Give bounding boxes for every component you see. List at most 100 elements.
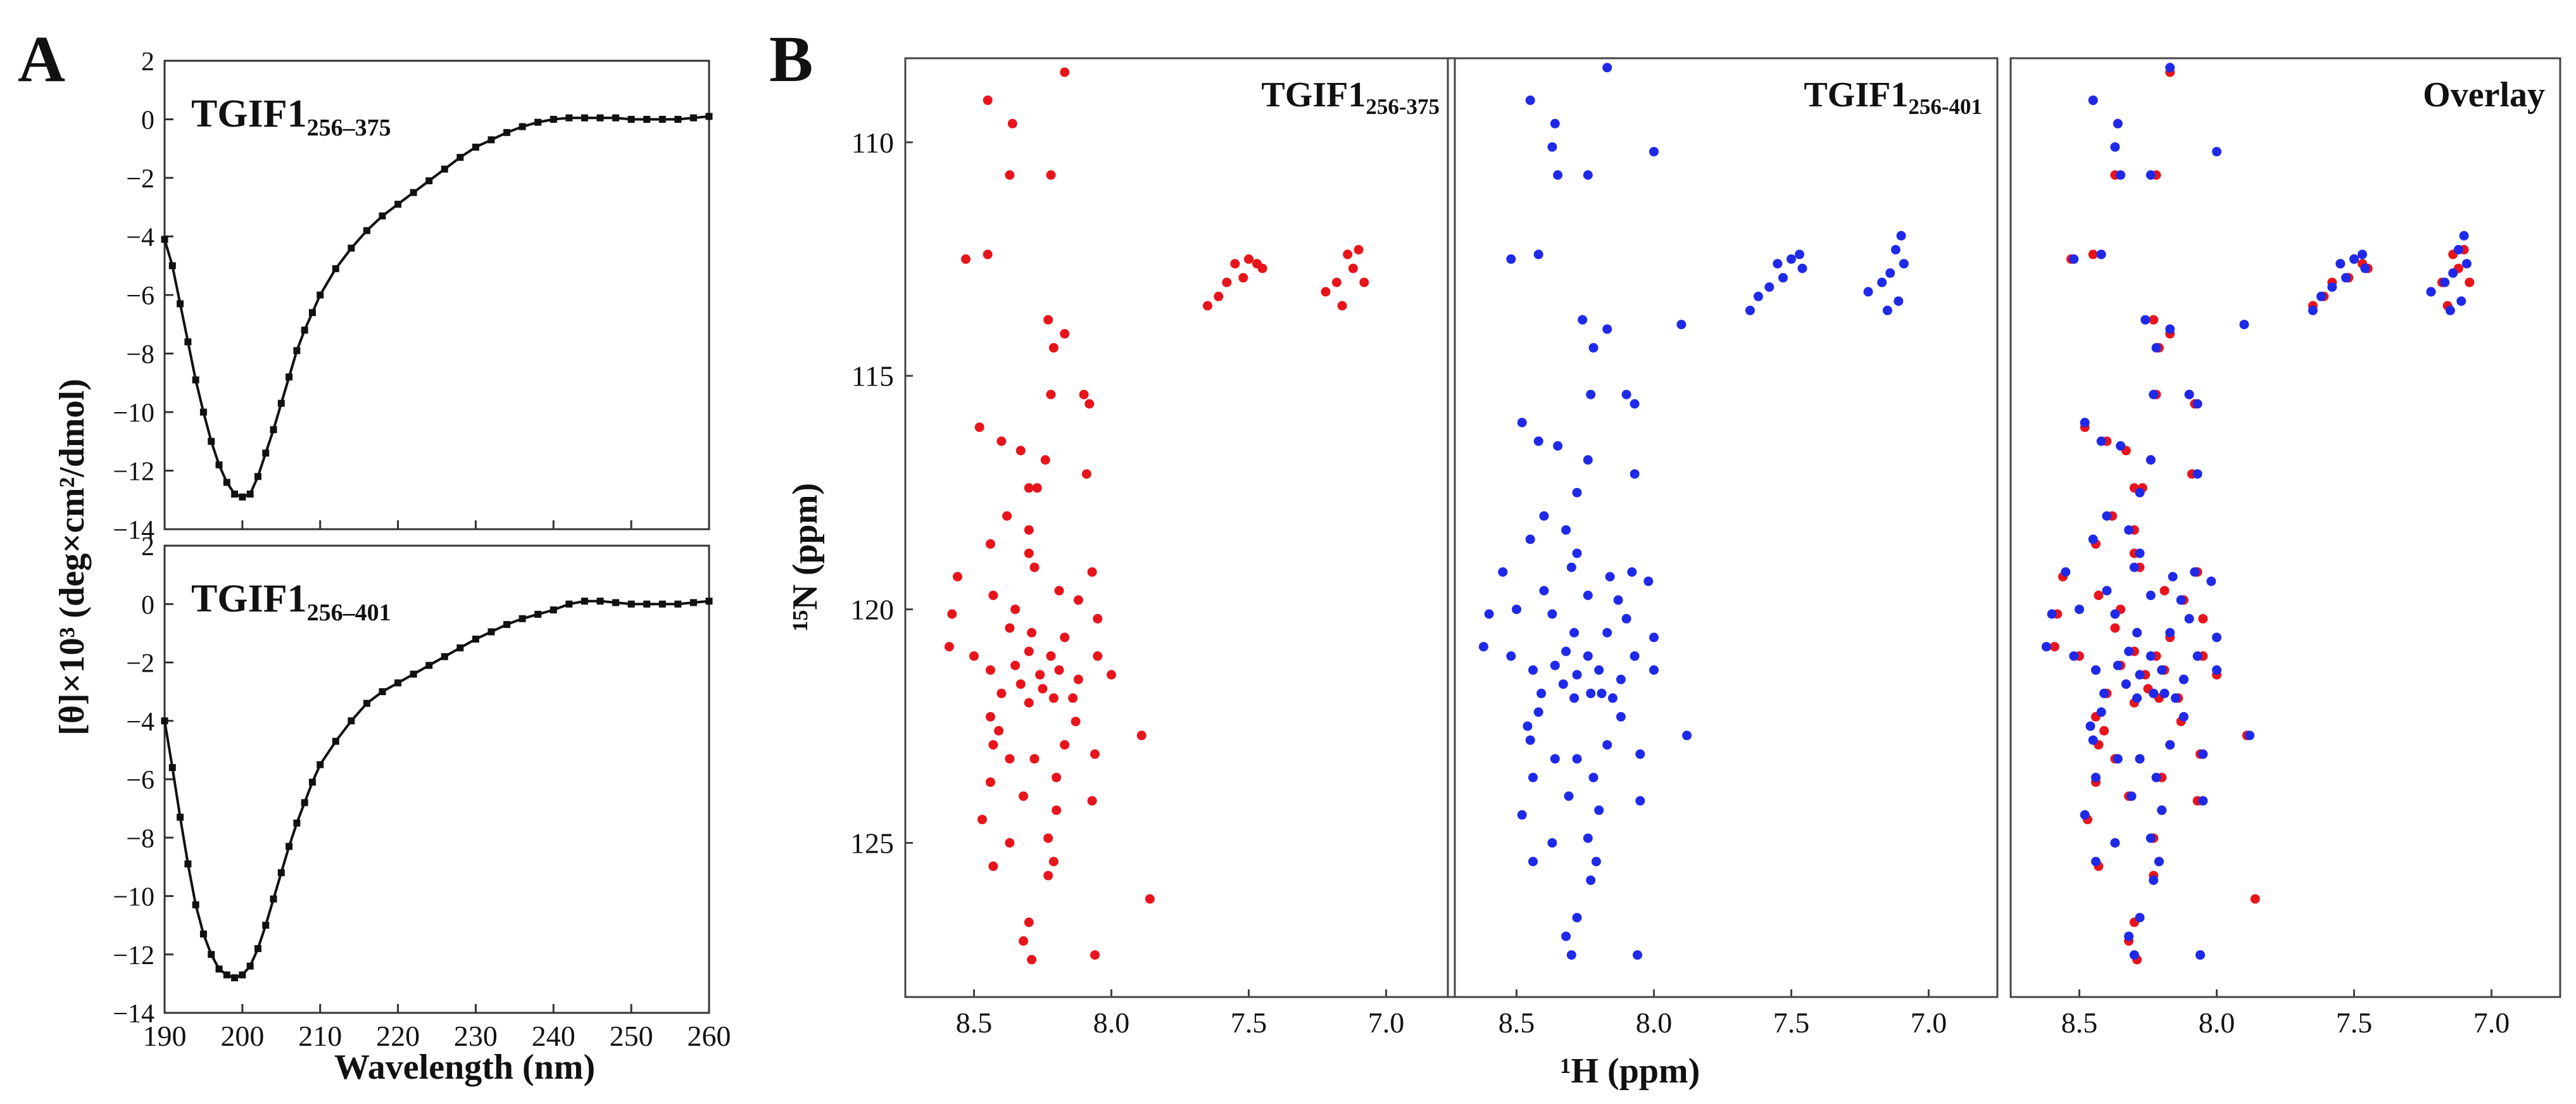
cd-marker bbox=[308, 779, 316, 786]
cd-marker bbox=[394, 201, 402, 208]
cd-marker bbox=[301, 327, 308, 334]
peak-red bbox=[1093, 651, 1103, 661]
hsqc-panel-title: TGIF1256-401 bbox=[1804, 75, 1982, 119]
peak-blue bbox=[1525, 735, 1535, 745]
peak-red bbox=[2149, 315, 2159, 325]
peak-red bbox=[1046, 170, 1056, 180]
peak-red bbox=[1032, 483, 1042, 493]
peak-blue bbox=[1550, 660, 1560, 670]
peak-blue bbox=[2165, 63, 2175, 73]
peak-red bbox=[1060, 329, 1070, 339]
peak-red bbox=[1019, 936, 1029, 946]
peak-blue bbox=[2085, 721, 2095, 731]
y-tick-label: −2 bbox=[126, 165, 154, 194]
peak-blue bbox=[1572, 487, 1582, 498]
peak-red bbox=[988, 861, 998, 871]
y-tick-label: −12 bbox=[113, 941, 154, 970]
cd-marker bbox=[627, 600, 635, 608]
peak-blue bbox=[1533, 436, 1543, 446]
peak-blue bbox=[2129, 562, 2139, 572]
cd-marker bbox=[441, 165, 448, 173]
cd-marker bbox=[581, 114, 588, 122]
peak-red bbox=[974, 422, 984, 432]
peak-red bbox=[1060, 740, 1070, 750]
peak-blue bbox=[1630, 399, 1640, 409]
peak-blue bbox=[2196, 950, 2205, 960]
peak-red bbox=[947, 609, 957, 619]
cd-marker bbox=[674, 600, 682, 608]
cd-marker bbox=[689, 114, 697, 122]
peak-blue bbox=[1572, 754, 1582, 764]
peak-blue bbox=[2316, 291, 2326, 301]
cd-marker bbox=[425, 177, 433, 185]
peak-red bbox=[1005, 170, 1015, 180]
peak-blue bbox=[2165, 740, 2175, 750]
peak-red bbox=[1081, 469, 1091, 479]
cd-marker bbox=[223, 971, 230, 979]
peak-red bbox=[1027, 628, 1037, 637]
cd-marker bbox=[231, 491, 239, 498]
peak-blue bbox=[2110, 838, 2120, 848]
peak-blue bbox=[1588, 342, 1599, 353]
cd-marker bbox=[208, 437, 215, 445]
peak-blue bbox=[1676, 320, 1687, 330]
peak-blue bbox=[1525, 95, 1535, 105]
peak-blue bbox=[1630, 651, 1640, 661]
y-tick-label: −4 bbox=[126, 708, 154, 737]
peak-blue bbox=[1583, 833, 1593, 843]
peak-blue bbox=[1594, 665, 1604, 675]
peak-blue bbox=[1621, 389, 1631, 399]
cd-marker bbox=[161, 235, 168, 243]
peak-blue bbox=[2099, 688, 2109, 698]
peak-blue bbox=[1633, 950, 1642, 960]
peak-blue bbox=[2308, 305, 2318, 315]
peak-blue bbox=[2075, 605, 2084, 615]
peak-blue bbox=[1528, 856, 1538, 867]
peak-blue bbox=[1525, 534, 1535, 544]
cd-marker bbox=[643, 116, 651, 123]
cd-marker bbox=[348, 717, 355, 725]
peak-red bbox=[983, 249, 993, 260]
peak-blue bbox=[1572, 670, 1582, 680]
peak-blue bbox=[1583, 591, 1593, 600]
peak-blue bbox=[2127, 791, 2137, 801]
peak-red bbox=[1024, 917, 1034, 927]
cd-marker bbox=[231, 974, 239, 982]
peak-blue bbox=[1635, 749, 1645, 759]
cd-marker bbox=[192, 376, 199, 384]
peak-red bbox=[1107, 670, 1116, 680]
peak-red bbox=[1048, 693, 1059, 703]
cd-marker bbox=[394, 679, 402, 687]
peak-red bbox=[1002, 511, 1012, 521]
cd-marker bbox=[503, 129, 511, 136]
cd-marker bbox=[518, 123, 526, 130]
peak-red bbox=[986, 777, 995, 787]
peak-blue bbox=[1498, 567, 1508, 577]
peak-blue bbox=[1635, 796, 1645, 806]
cd-marker bbox=[246, 962, 254, 970]
peak-blue bbox=[1602, 63, 1612, 73]
peak-blue bbox=[2102, 511, 2112, 521]
peak-blue bbox=[2239, 320, 2249, 330]
cd-marker bbox=[565, 114, 573, 122]
cd-marker bbox=[596, 598, 604, 605]
peak-blue bbox=[1547, 142, 1557, 152]
peak-blue bbox=[1517, 810, 1527, 820]
cd-marker bbox=[487, 628, 495, 636]
x-tick-label: 7.5 bbox=[1773, 1007, 1810, 1039]
peak-blue bbox=[1547, 609, 1557, 619]
peak-blue bbox=[1512, 605, 1521, 615]
peak-blue bbox=[1896, 230, 1906, 241]
peak-blue bbox=[2157, 805, 2167, 815]
cd-marker bbox=[177, 813, 184, 821]
peak-blue bbox=[1882, 305, 1892, 315]
y-tick-label: −8 bbox=[126, 824, 154, 853]
peak-blue bbox=[2358, 249, 2367, 260]
hsqc-x-axis-label: ¹H (ppm) bbox=[1561, 1051, 1700, 1091]
peak-blue bbox=[1586, 688, 1596, 698]
peak-red bbox=[1202, 301, 1212, 311]
peak-red bbox=[1005, 623, 1015, 633]
peak-red bbox=[983, 95, 993, 105]
peak-red bbox=[1145, 894, 1155, 904]
peak-blue bbox=[1536, 688, 1547, 698]
